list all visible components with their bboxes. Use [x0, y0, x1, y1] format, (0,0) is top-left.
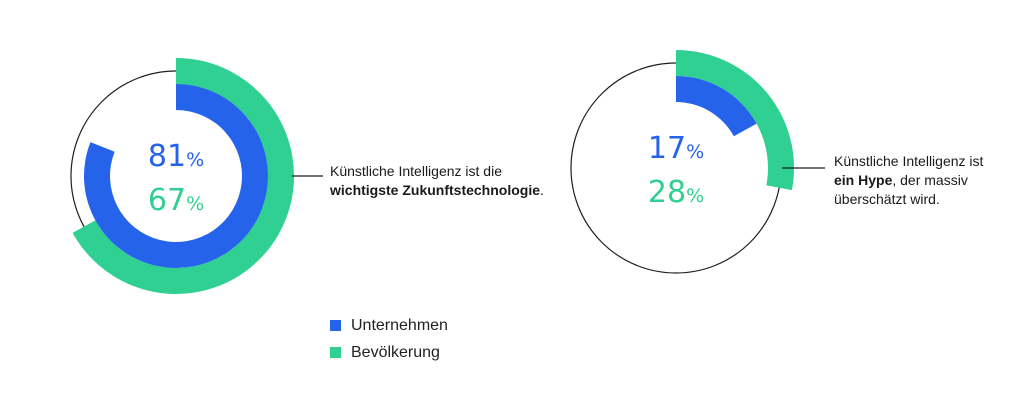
legend-swatch-bevoelkerung — [330, 347, 341, 358]
legend-item-unternehmen: Unternehmen — [330, 312, 448, 339]
legend-label: Unternehmen — [351, 316, 448, 334]
legend-item-bevoelkerung: Bevölkerung — [330, 339, 448, 366]
caption-bold: ein Hype — [834, 172, 893, 188]
chart-zukunftstechnologie: 81%67% — [70, 58, 323, 295]
arc-unternehmen — [83, 84, 269, 269]
caption-suffix: . — [540, 182, 544, 198]
value-label-bevoelkerung: 28% — [648, 175, 704, 210]
caption-plain: Künstliche Intelligenz ist — [834, 153, 984, 169]
value-label-bevoelkerung: 67% — [148, 183, 204, 218]
caption-zukunftstechnologie: Künstliche Intelligenz ist die wichtigst… — [330, 162, 570, 200]
value-label-unternehmen: 17% — [648, 131, 704, 166]
legend: Unternehmen Bevölkerung — [330, 312, 448, 366]
caption-plain: Künstliche Intelligenz ist die — [330, 163, 502, 179]
chart-hype: 17%28% — [570, 50, 825, 274]
arc-bevoelkerung — [676, 50, 794, 191]
caption-hype: Künstliche Intelligenz ist ein Hype, der… — [834, 152, 1014, 209]
value-label-unternehmen: 81% — [148, 139, 204, 174]
legend-swatch-unternehmen — [330, 320, 341, 331]
caption-bold: wichtigste Zukunftstechnologie — [330, 182, 541, 198]
arc-unternehmen — [676, 76, 757, 137]
caption-suffix: , der massiv überschätzt wird. — [834, 172, 968, 207]
legend-label: Bevölkerung — [351, 343, 440, 361]
